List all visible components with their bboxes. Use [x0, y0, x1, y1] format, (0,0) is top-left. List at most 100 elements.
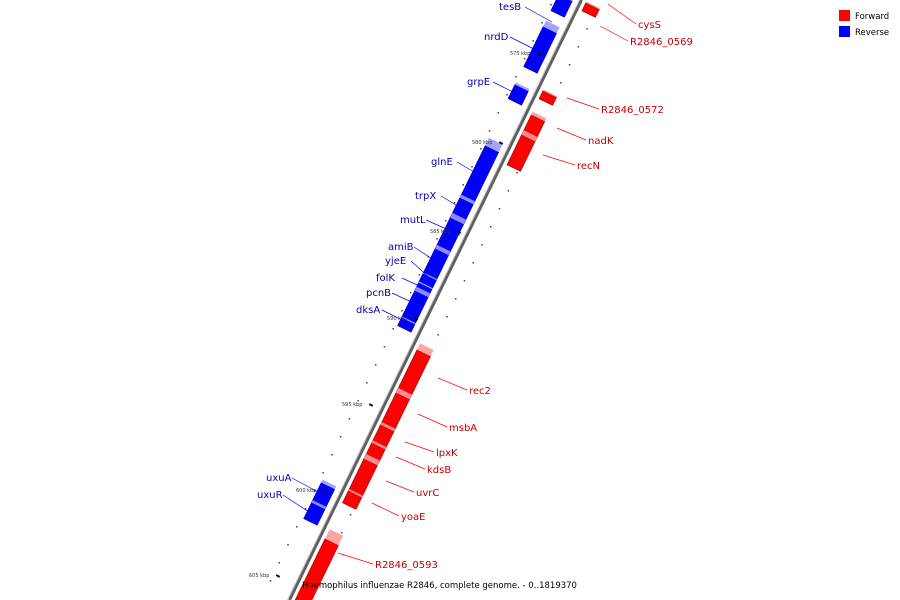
gene-yjeE-highlight	[422, 272, 437, 281]
minor-tick	[507, 190, 510, 192]
gene-tesB-highlight	[569, 0, 573, 2]
gene-nrdD-body	[523, 26, 558, 74]
minor-tick	[366, 382, 368, 384]
axis-highlight	[287, 0, 580, 600]
gene-yoaE-highlight	[348, 489, 363, 498]
gene-label-uvrC: uvrC	[416, 488, 439, 499]
minor-tick	[550, 4, 552, 6]
gene-R2846_0572	[538, 89, 558, 106]
minor-tick	[427, 256, 429, 258]
kbp-tick-label: 595 kbp	[342, 402, 362, 408]
minor-tick	[341, 532, 343, 534]
minor-tick	[444, 220, 447, 222]
leader-line	[599, 25, 629, 42]
gene-label-cysS: cysS	[638, 20, 661, 31]
leader-line	[524, 6, 553, 23]
minor-tick	[357, 400, 359, 402]
gene-cysS	[581, 1, 600, 18]
minor-tick	[480, 148, 482, 150]
gene-folK-highlight	[418, 281, 433, 290]
gene-grpE-highlight	[514, 82, 530, 92]
gene-cysS-highlight	[585, 1, 600, 10]
legend-reverse-swatch	[839, 26, 850, 37]
minor-tick	[463, 280, 466, 282]
gene-label-grpE: grpE	[467, 77, 490, 88]
minor-tick	[586, 28, 588, 30]
minor-tick	[296, 526, 298, 528]
gene-tesB-body	[550, 0, 573, 18]
gene-label-yjeE: yjeE	[385, 256, 406, 267]
minor-tick	[322, 472, 324, 474]
minor-tick	[339, 436, 342, 438]
leader-line	[371, 502, 400, 517]
minor-tick	[462, 184, 465, 186]
kbp-tick-mark	[322, 489, 328, 493]
minor-tick	[497, 112, 500, 114]
gene-tesB	[550, 0, 573, 18]
leader-line	[413, 246, 441, 265]
minor-tick	[516, 172, 518, 174]
leader-line	[410, 260, 433, 281]
gene-label-mutL: mutL	[400, 215, 426, 226]
leader-line	[566, 97, 600, 110]
gene-recN	[506, 130, 538, 172]
minor-tick	[481, 244, 483, 246]
gene-rec2-highlight	[417, 343, 434, 357]
gene-nrdD	[523, 20, 560, 74]
minor-tick	[488, 130, 491, 132]
leader-line	[492, 81, 522, 97]
gene-msbA-highlight	[396, 388, 412, 400]
minor-tick	[532, 40, 535, 42]
kbp-tick-label: 600 kbp	[296, 488, 316, 494]
kbp-tick-mark	[498, 141, 504, 145]
axis-line	[288, 0, 583, 600]
minor-tick	[418, 274, 421, 276]
gene-label-dksA: dksA	[356, 305, 380, 316]
gene-uvrC	[348, 454, 380, 498]
leader-line	[385, 480, 415, 493]
gene-label-glnE: glnE	[431, 157, 453, 168]
minor-tick	[489, 226, 492, 228]
gene-nadK-highlight	[531, 111, 547, 122]
gene-label-pcnB: pcnB	[366, 288, 391, 299]
minor-tick	[472, 262, 474, 264]
leader-line	[337, 552, 374, 565]
minor-tick	[541, 22, 543, 24]
minor-tick	[392, 328, 394, 330]
gene-label-amiB: amiB	[388, 242, 414, 253]
leader-line	[291, 477, 323, 495]
kbp-tick-mark	[275, 574, 281, 578]
gene-label-trpX: trpX	[415, 191, 436, 202]
gene-label-R2846_0572: R2846_0572	[601, 105, 664, 116]
gene-label-yoaE: yoaE	[401, 512, 425, 523]
gene-trpX-highlight	[459, 194, 475, 205]
gene-yoaE	[342, 489, 363, 510]
gene-label-msbA: msbA	[449, 423, 477, 434]
leader-line	[425, 219, 461, 236]
gene-pcnB-highlight	[414, 286, 431, 298]
gene-uxuR-highlight	[311, 500, 327, 510]
gene-R2846_0572-highlight	[543, 89, 558, 98]
minor-tick	[287, 544, 289, 546]
gene-label-rec2: rec2	[469, 386, 491, 397]
gene-uxuR	[303, 500, 327, 526]
gene-dksA	[397, 316, 416, 333]
gene-label-R2846_0593: R2846_0593	[375, 560, 438, 571]
legend-forward-label: Forward	[855, 12, 889, 22]
kbp-tick-mark	[456, 230, 462, 234]
minor-tick	[349, 514, 352, 516]
gene-glnE-highlight	[485, 137, 503, 153]
minor-tick	[577, 46, 580, 48]
minor-tick	[471, 166, 473, 168]
gene-label-R2846_0569: R2846_0569	[630, 37, 693, 48]
gene-features	[294, 0, 600, 600]
leader-line	[381, 309, 411, 325]
minor-tick	[515, 76, 517, 78]
legend-reverse-label: Reverse	[855, 28, 889, 38]
gene-grpE	[507, 82, 530, 106]
gene-amiB-highlight	[435, 244, 451, 256]
leader-line	[456, 161, 482, 177]
minor-tick	[437, 334, 439, 336]
gene-label-folK: folK	[376, 273, 395, 284]
